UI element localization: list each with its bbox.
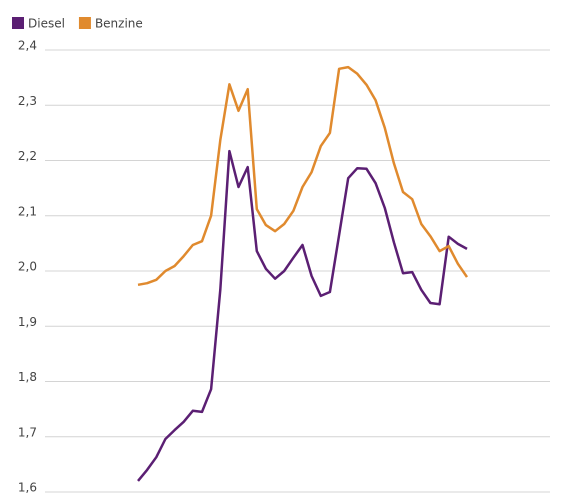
y-tick-label: 1,8 — [18, 370, 37, 384]
y-tick-label: 2,3 — [18, 94, 37, 108]
y-tick-label: 2,4 — [18, 39, 37, 53]
legend-swatch — [12, 17, 24, 29]
y-tick-label: 2,2 — [18, 149, 37, 163]
y-tick-label: 1,9 — [18, 315, 37, 329]
y-tick-label: 2,1 — [18, 204, 37, 218]
y-tick-label: 1,7 — [18, 425, 37, 439]
legend-label: Benzine — [95, 17, 143, 31]
y-tick-label: 1,6 — [18, 481, 37, 495]
line-series — [137, 65, 469, 287]
legend-swatch — [78, 17, 91, 29]
line-series — [137, 149, 468, 482]
y-tick-label: 2,0 — [18, 260, 37, 274]
legend-label: Diesel — [28, 17, 65, 31]
